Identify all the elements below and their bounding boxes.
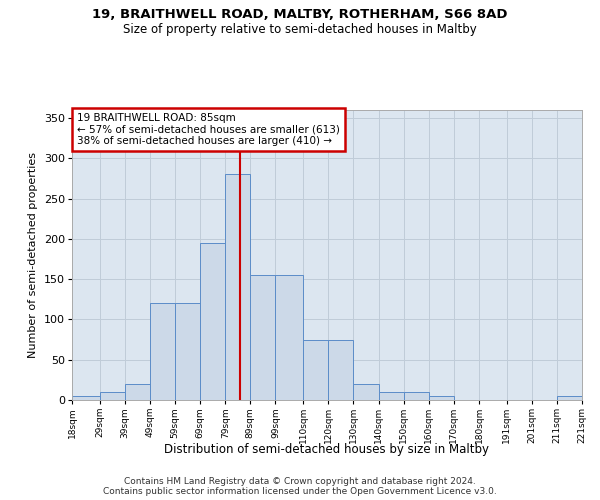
Bar: [379, 392, 404, 400]
Bar: [175, 304, 200, 400]
Text: Contains public sector information licensed under the Open Government Licence v3: Contains public sector information licen…: [103, 488, 497, 496]
Text: Size of property relative to semi-detached houses in Maltby: Size of property relative to semi-detach…: [123, 22, 477, 36]
Text: Contains HM Land Registry data © Crown copyright and database right 2024.: Contains HM Land Registry data © Crown c…: [124, 478, 476, 486]
Bar: [225, 174, 250, 400]
Bar: [429, 396, 454, 400]
Bar: [557, 396, 582, 400]
Y-axis label: Number of semi-detached properties: Number of semi-detached properties: [28, 152, 38, 358]
Bar: [250, 275, 275, 400]
Bar: [100, 392, 125, 400]
Bar: [275, 275, 303, 400]
Bar: [353, 384, 379, 400]
Bar: [328, 340, 353, 400]
Bar: [303, 340, 328, 400]
Text: 19 BRAITHWELL ROAD: 85sqm
← 57% of semi-detached houses are smaller (613)
38% of: 19 BRAITHWELL ROAD: 85sqm ← 57% of semi-…: [77, 113, 340, 146]
Bar: [72, 396, 100, 400]
Bar: [125, 384, 150, 400]
Bar: [404, 392, 429, 400]
Bar: [200, 243, 225, 400]
Text: Distribution of semi-detached houses by size in Maltby: Distribution of semi-detached houses by …: [164, 442, 490, 456]
Bar: [150, 304, 175, 400]
Text: 19, BRAITHWELL ROAD, MALTBY, ROTHERHAM, S66 8AD: 19, BRAITHWELL ROAD, MALTBY, ROTHERHAM, …: [92, 8, 508, 20]
